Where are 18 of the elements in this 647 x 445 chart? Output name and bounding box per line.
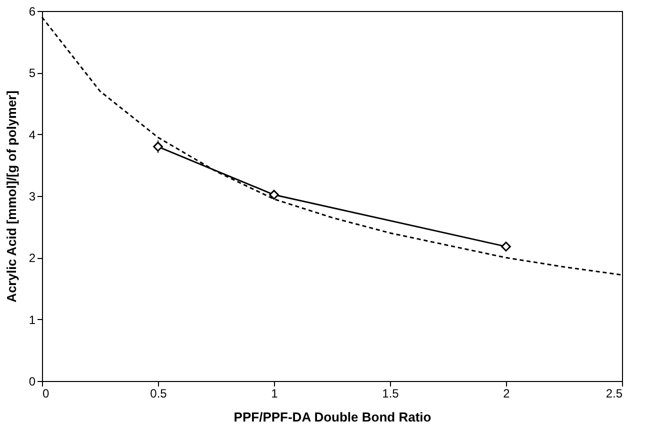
x-tick-label: 0: [42, 386, 50, 400]
x-tick-label: 2.5: [606, 386, 623, 400]
point: [269, 190, 279, 200]
x-tick-label: 1: [271, 386, 278, 400]
y-tick-label: 0: [28, 374, 36, 388]
point: [501, 242, 511, 252]
y-tick-label: 1: [28, 312, 36, 327]
y-axis-title: Acrylic Acid [mmol]/[g of polymer]: [4, 90, 19, 302]
x-tick-label: 1.5: [382, 386, 400, 400]
x-axis-title: PPF/PPF-DA Double Bond Ratio: [234, 410, 432, 424]
x-tick-label: 0.5: [150, 386, 168, 400]
point: [153, 142, 163, 152]
y-tick-label: 5: [28, 66, 36, 80]
y-tick-label: 2: [28, 251, 36, 266]
y-tick-label: 3: [28, 190, 36, 204]
x-tick-label: 2: [503, 386, 510, 400]
y-tick-label: 6: [28, 4, 36, 18]
y-tick-label: 4: [28, 128, 36, 142]
